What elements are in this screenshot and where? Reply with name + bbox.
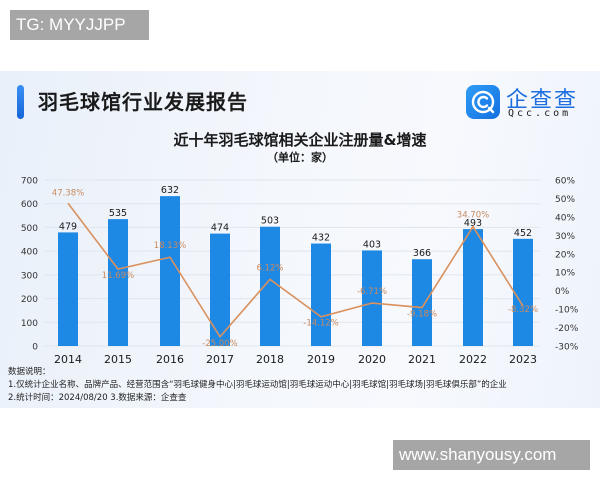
watermark-bottom: www.shanyousy.com bbox=[393, 440, 590, 470]
bar-value-label: 432 bbox=[312, 233, 330, 244]
bar-2017 bbox=[210, 233, 230, 346]
x-tick-2016: 2016 bbox=[156, 353, 184, 366]
bar-value-label: 474 bbox=[211, 223, 229, 234]
bar-2022 bbox=[463, 229, 483, 346]
bar-value-label: 632 bbox=[161, 185, 179, 196]
y-right-tick: -30% bbox=[555, 343, 579, 353]
x-tick-2019: 2019 bbox=[307, 353, 335, 366]
y-left-tick: 600 bbox=[21, 200, 38, 210]
report-card bbox=[0, 71, 600, 408]
bar-2020 bbox=[362, 250, 382, 346]
growth-label: -8.32% bbox=[508, 305, 538, 315]
y-left-tick: 700 bbox=[21, 177, 38, 187]
y-right-tick: 0% bbox=[555, 287, 570, 297]
growth-label: 11.69% bbox=[102, 271, 134, 281]
y-right-tick: 40% bbox=[555, 213, 575, 223]
y-left-tick: 500 bbox=[21, 224, 38, 234]
bar-value-label: 535 bbox=[109, 208, 127, 219]
x-tick-2020: 2020 bbox=[358, 353, 386, 366]
data-notes: 数据说明： 1.仅统计企业名称、品牌产品、经营范围含“羽毛球健身中心|羽毛球运动… bbox=[8, 366, 507, 405]
growth-label: 47.38% bbox=[52, 188, 84, 198]
y-right-tick: 50% bbox=[555, 195, 575, 205]
qcc-logo-icon bbox=[466, 85, 500, 119]
bar-2014 bbox=[58, 232, 78, 346]
y-left-tick: 300 bbox=[21, 271, 38, 281]
x-tick-2017: 2017 bbox=[206, 353, 234, 366]
bar-2019 bbox=[311, 243, 331, 346]
x-tick-2022: 2022 bbox=[459, 353, 487, 366]
logo-text-en: Qcc.com bbox=[508, 108, 572, 119]
x-tick-2015: 2015 bbox=[104, 353, 132, 366]
watermark-top: TG: MYYJJPP bbox=[10, 10, 149, 40]
report-title: 羽毛球馆行业发展报告 bbox=[38, 90, 248, 114]
x-tick-2014: 2014 bbox=[54, 353, 82, 366]
bar-value-label: 452 bbox=[514, 228, 532, 239]
bar-2016 bbox=[160, 196, 180, 346]
notes-line-1: 1.仅统计企业名称、品牌产品、经营范围含“羽毛球健身中心|羽毛球运动馆|羽毛球运… bbox=[8, 380, 507, 390]
bar-value-label: 503 bbox=[261, 216, 279, 227]
bar-value-label: 479 bbox=[59, 221, 77, 232]
notes-line-2: 2.统计时间：2024/08/20 3.数据来源：企查查 bbox=[8, 393, 187, 403]
growth-label: -6.71% bbox=[357, 287, 387, 297]
growth-label: 18.13% bbox=[154, 241, 186, 251]
growth-label: 6.12% bbox=[256, 263, 283, 273]
bar-2015 bbox=[108, 219, 128, 346]
bar-value-label: 403 bbox=[363, 239, 381, 250]
bar-2018 bbox=[260, 226, 280, 346]
y-right-tick: -20% bbox=[555, 324, 579, 334]
y-right-tick: 60% bbox=[555, 177, 575, 187]
x-tick-2023: 2023 bbox=[509, 353, 537, 366]
bar-2023 bbox=[513, 238, 533, 346]
chart-subtitle: （单位：家） bbox=[267, 151, 333, 164]
chart-title: 近十年羽毛球馆相关企业注册量&增速 bbox=[173, 131, 427, 149]
title-accent-bar bbox=[17, 85, 24, 119]
y-right-tick: 20% bbox=[555, 250, 575, 260]
y-right-tick: -10% bbox=[555, 306, 579, 316]
y-right-tick: 10% bbox=[555, 269, 575, 279]
y-left-tick: 0 bbox=[32, 343, 38, 353]
bar-value-label: 366 bbox=[413, 248, 431, 259]
growth-label: -25.00% bbox=[202, 339, 237, 349]
y-left-tick: 200 bbox=[21, 295, 38, 305]
y-left-tick: 400 bbox=[21, 248, 38, 258]
growth-label: 34.70% bbox=[457, 211, 489, 221]
logo-text-cn: 企查查 bbox=[506, 88, 579, 113]
bar-2021 bbox=[412, 259, 432, 346]
growth-label: -14.12% bbox=[303, 319, 338, 329]
x-tick-2018: 2018 bbox=[256, 353, 284, 366]
y-right-tick: 30% bbox=[555, 232, 575, 242]
growth-label: -9.18% bbox=[407, 310, 437, 320]
x-tick-2021: 2021 bbox=[408, 353, 436, 366]
notes-heading: 数据说明： bbox=[8, 367, 51, 377]
bar-value-label: 493 bbox=[464, 218, 482, 229]
y-left-tick: 100 bbox=[21, 319, 38, 329]
growth-line bbox=[67, 202, 524, 339]
